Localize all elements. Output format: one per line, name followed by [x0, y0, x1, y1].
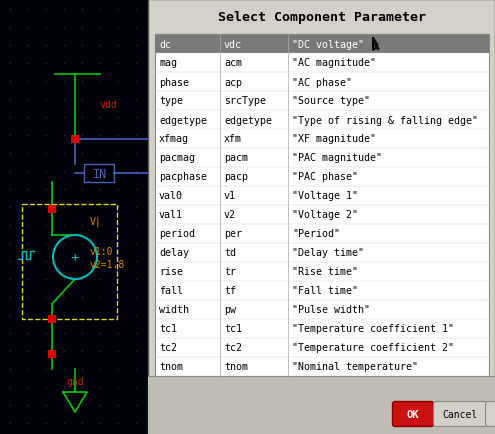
Text: delay: delay — [159, 248, 189, 258]
Text: OK: OK — [407, 409, 419, 419]
Text: fall: fall — [159, 286, 183, 296]
Text: "Source type": "Source type" — [292, 96, 370, 106]
Text: vdc: vdc — [224, 39, 242, 49]
Text: +: + — [71, 250, 79, 264]
Text: v2: v2 — [224, 210, 236, 220]
Text: tf: tf — [224, 286, 236, 296]
Bar — [155, 35, 489, 376]
Text: "AC phase": "AC phase" — [292, 77, 352, 87]
FancyBboxPatch shape — [393, 401, 434, 427]
Text: pacphase: pacphase — [159, 172, 207, 182]
Text: "Period": "Period" — [292, 229, 340, 239]
Text: "PAC phase": "PAC phase" — [292, 172, 358, 182]
Text: Cancel: Cancel — [443, 409, 478, 419]
Text: xfmag: xfmag — [159, 134, 189, 144]
Text: tr: tr — [224, 267, 236, 277]
Text: rise: rise — [159, 267, 183, 277]
Text: "AC magnitude": "AC magnitude" — [292, 58, 376, 68]
Polygon shape — [373, 38, 379, 51]
Text: "Temperature coefficient 1": "Temperature coefficient 1" — [292, 324, 454, 334]
Text: "Fall time": "Fall time" — [292, 286, 358, 296]
Text: IN: IN — [93, 168, 107, 181]
Text: type: type — [159, 96, 183, 106]
Bar — [22, 204, 117, 319]
Text: "PAC magnitude": "PAC magnitude" — [292, 153, 382, 163]
Text: tc2: tc2 — [159, 343, 177, 353]
Text: V|: V| — [90, 216, 102, 227]
Bar — [155, 35, 489, 54]
Text: tc1: tc1 — [159, 324, 177, 334]
FancyBboxPatch shape — [434, 401, 487, 427]
Text: tnom: tnom — [159, 362, 183, 372]
Text: "Pulse width": "Pulse width" — [292, 305, 370, 315]
Text: edgetype: edgetype — [224, 115, 272, 125]
FancyBboxPatch shape — [486, 401, 495, 427]
Text: v1: v1 — [224, 191, 236, 201]
Text: "Voltage 2": "Voltage 2" — [292, 210, 358, 220]
Text: "Voltage 1": "Voltage 1" — [292, 191, 358, 201]
Polygon shape — [373, 38, 379, 50]
Text: tnom: tnom — [224, 362, 248, 372]
Text: edgetype: edgetype — [159, 115, 207, 125]
Text: val1: val1 — [159, 210, 183, 220]
Text: per: per — [224, 229, 242, 239]
Text: mag: mag — [159, 58, 177, 68]
Text: pacp: pacp — [224, 172, 248, 182]
Text: "XF magnitude": "XF magnitude" — [292, 134, 376, 144]
Text: dc: dc — [159, 39, 171, 49]
Text: gnd: gnd — [66, 376, 84, 386]
Text: vdd: vdd — [100, 100, 118, 110]
Text: "Delay time": "Delay time" — [292, 248, 364, 258]
Text: "Temperature coefficient 2": "Temperature coefficient 2" — [292, 343, 454, 353]
Text: xfm: xfm — [224, 134, 242, 144]
Bar — [148, 0, 495, 434]
Text: acm: acm — [224, 58, 242, 68]
Text: "Nominal temperature": "Nominal temperature" — [292, 362, 418, 372]
Bar — [0, 0, 148, 434]
Text: val0: val0 — [159, 191, 183, 201]
Text: pacmag: pacmag — [159, 153, 195, 163]
Text: v1:0: v1:0 — [90, 247, 113, 256]
Text: phase: phase — [159, 77, 189, 87]
Text: period: period — [159, 229, 195, 239]
Bar — [84, 164, 114, 183]
Text: acp: acp — [224, 77, 242, 87]
Bar — [148, 376, 495, 434]
Text: Select Component Parameter: Select Component Parameter — [217, 10, 426, 23]
Text: width: width — [159, 305, 189, 315]
Text: tc2: tc2 — [224, 343, 242, 353]
Text: pw: pw — [224, 305, 236, 315]
Text: "DC voltage": "DC voltage" — [292, 39, 364, 49]
Text: pacm: pacm — [224, 153, 248, 163]
Text: srcType: srcType — [224, 96, 266, 106]
Text: td: td — [224, 248, 236, 258]
Text: "Rise time": "Rise time" — [292, 267, 358, 277]
Text: v2=1.8: v2=1.8 — [90, 260, 125, 270]
Text: tc1: tc1 — [224, 324, 242, 334]
Text: "Type of rising & falling edge": "Type of rising & falling edge" — [292, 115, 478, 125]
